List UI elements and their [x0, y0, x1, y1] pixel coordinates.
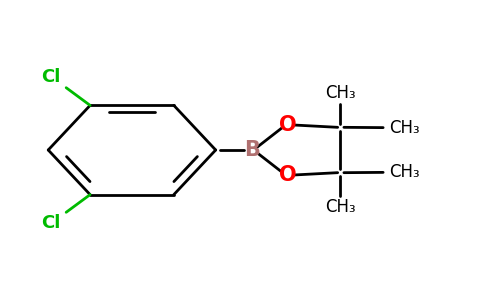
Text: CH₃: CH₃ [325, 84, 355, 102]
Text: O: O [279, 165, 296, 185]
Text: CH₃: CH₃ [389, 164, 420, 181]
Text: Cl: Cl [41, 68, 60, 86]
Text: CH₃: CH₃ [389, 118, 420, 136]
Text: O: O [279, 115, 296, 135]
Text: CH₃: CH₃ [325, 198, 355, 216]
Text: Cl: Cl [41, 214, 60, 232]
Text: B: B [243, 140, 259, 160]
